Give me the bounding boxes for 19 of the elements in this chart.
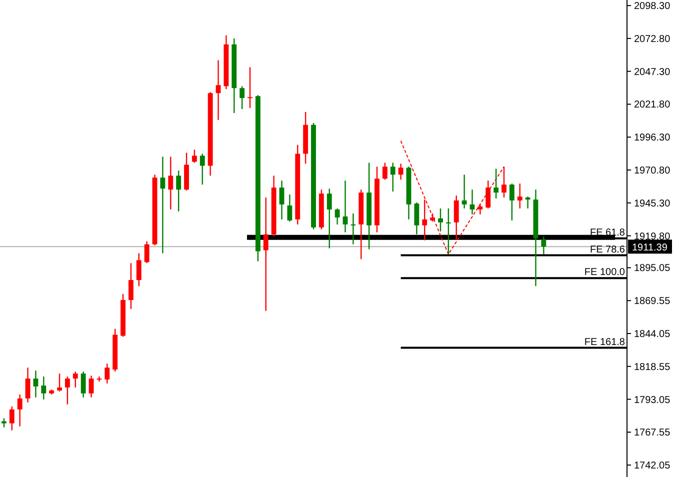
y-tick-label: 1895.05	[634, 263, 671, 274]
y-tick-label: 1793.05	[634, 394, 671, 406]
ref-line-label: FE 100.0	[584, 267, 626, 278]
y-tick-label: 2098.30	[634, 1, 671, 12]
y-tick-label: 1919.80	[634, 231, 671, 242]
ref-line-label: FE 78.6	[590, 244, 626, 256]
y-tick-label: 1742.05	[634, 460, 671, 472]
y-tick-label: 2072.80	[634, 34, 671, 45]
y-tick-label: 1869.55	[634, 296, 671, 308]
ref-line-label: FE 161.8	[584, 336, 626, 348]
y-tick-label: 1844.05	[634, 329, 671, 340]
y-tick-label: 1996.30	[634, 132, 671, 144]
ref-line-label: 1911.39	[632, 242, 668, 254]
y-tick-label: 1970.80	[634, 166, 671, 177]
y-tick-label: 2047.30	[634, 66, 671, 78]
y-tick-label: 1945.30	[634, 198, 671, 210]
y-tick-label: 1767.55	[634, 428, 671, 439]
y-tick-label: 2021.80	[634, 100, 671, 111]
y-tick-label: 1818.55	[634, 362, 671, 373]
